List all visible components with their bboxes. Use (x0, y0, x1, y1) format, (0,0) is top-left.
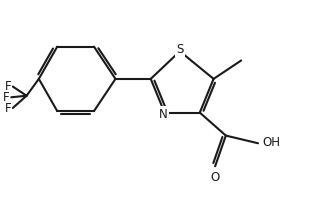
Text: OH: OH (263, 136, 281, 149)
Text: F: F (5, 80, 11, 93)
Text: O: O (211, 171, 220, 184)
Text: F: F (5, 102, 11, 114)
Text: N: N (159, 108, 167, 121)
Text: S: S (176, 43, 184, 56)
Text: F: F (3, 91, 10, 104)
